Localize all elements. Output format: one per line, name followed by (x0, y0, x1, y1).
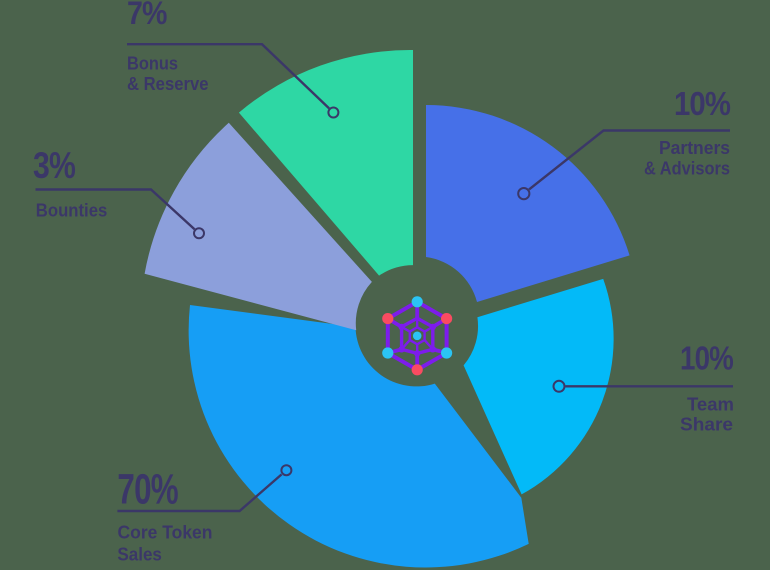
svg-text:Bonus: Bonus (127, 53, 178, 74)
svg-text:3%: 3% (33, 145, 75, 186)
svg-text:Team: Team (687, 394, 734, 415)
svg-text:Share: Share (680, 414, 733, 435)
svg-text:& Advisors: & Advisors (644, 157, 730, 178)
svg-text:Core Token: Core Token (118, 522, 213, 543)
svg-text:& Reserve: & Reserve (127, 73, 209, 94)
svg-text:10%: 10% (674, 85, 731, 122)
svg-text:10%: 10% (680, 341, 733, 378)
svg-text:7%: 7% (127, 0, 167, 31)
svg-text:Bounties: Bounties (36, 200, 108, 221)
svg-text:Partners: Partners (659, 137, 730, 158)
svg-text:70%: 70% (117, 467, 178, 514)
svg-text:Sales: Sales (117, 544, 161, 565)
